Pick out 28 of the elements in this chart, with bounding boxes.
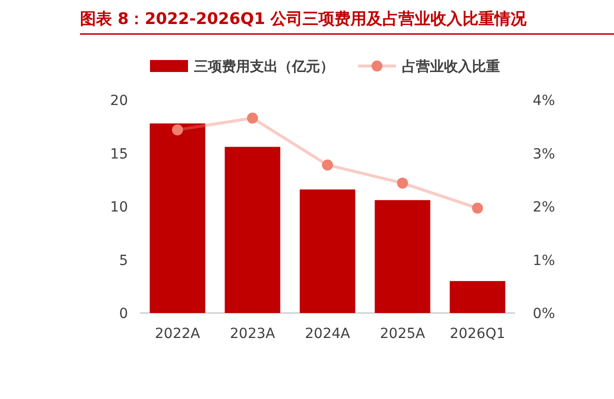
legend-label: 三项费用支出（亿元）: [194, 59, 334, 75]
x-tick-label: 2026Q1: [450, 326, 506, 342]
bar: [150, 123, 206, 313]
point: [322, 159, 333, 170]
y2-tick-label: 4%: [532, 93, 555, 109]
y-tick-label: 20: [110, 93, 128, 109]
x-tick-label: 2025A: [380, 326, 426, 342]
y2-tick-label: 1%: [532, 252, 555, 269]
x-tick-label: 2024A: [304, 326, 351, 342]
bar: [300, 189, 356, 313]
y-tick-label: 5: [119, 252, 128, 269]
point: [247, 112, 258, 124]
y-tick-label: 15: [110, 146, 128, 162]
point: [472, 202, 483, 214]
y2-tick-label: 3%: [532, 146, 555, 162]
bar: [374, 200, 430, 313]
y-tick-label: 0: [119, 306, 128, 322]
y-tick-label: 10: [110, 200, 128, 216]
legend-label: 占营业收入比重: [402, 59, 500, 75]
point: [397, 178, 408, 189]
x-tick-label: 2022A: [154, 326, 201, 342]
chart-title: 图表 8：2022-2026Q1 公司三项费用及占营业收入比重情况: [80, 9, 528, 28]
point: [172, 124, 183, 136]
bar: [450, 281, 506, 313]
x-tick-label: 2023A: [230, 326, 276, 342]
y2-tick-label: 2%: [532, 200, 555, 216]
bar: [224, 146, 280, 313]
y2-tick-label: 0%: [532, 306, 555, 322]
